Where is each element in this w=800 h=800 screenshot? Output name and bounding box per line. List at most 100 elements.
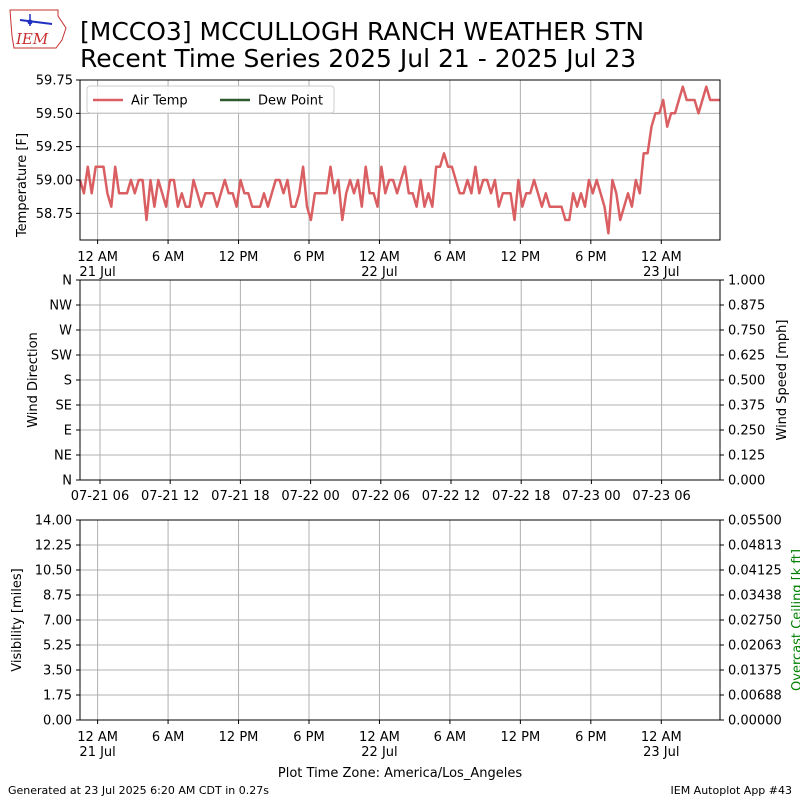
chart-title-line1: [MCCO3] MCCULLOGH RANCH WEATHER STN	[80, 17, 644, 46]
wind-speed-tick-label: 0.875	[728, 299, 765, 314]
timezone-label: Plot Time Zone: America/Los_Angeles	[278, 766, 522, 781]
temperature-x-tick-label: 12 AM	[77, 250, 118, 265]
wind-speed-y-label: Wind Speed [mph]	[775, 320, 790, 441]
app-credit: IEM Autoplot App #43	[671, 784, 793, 797]
legend-dew-point-label: Dew Point	[258, 94, 323, 109]
temperature-x-tick-label: 12 PM	[219, 250, 259, 265]
temperature-y-label: Temperature [F]	[15, 133, 30, 238]
visibility-x-tick-date: 22 Jul	[361, 745, 397, 760]
temperature-x-tick-label: 12 AM	[641, 250, 682, 265]
wind-direction-tick-label: NE	[54, 449, 72, 464]
wind-direction-tick-label: SE	[56, 399, 72, 414]
wind-speed-ticks: 0.000 0.125 0.250 0.375 0.500 0.625 0.750 0.875…	[720, 274, 765, 489]
wind-direction-tick-label: N	[62, 274, 72, 289]
wind-direction-tick-label: S	[64, 374, 72, 389]
visibility-tick-label: 10.50	[35, 564, 72, 579]
wind-speed-tick-label: 0.250	[728, 424, 765, 439]
visibility-x-tick-label: 12 PM	[219, 730, 259, 745]
temperature-x-tick-label: 6 PM	[575, 250, 606, 265]
legend-air-temp-label: Air Temp	[131, 94, 188, 109]
visibility-tick-label: 14.00	[35, 514, 72, 529]
temperature-y-tick-label: 59.25	[36, 140, 73, 155]
temperature-y-tick-label: 59.00	[36, 174, 73, 189]
temperature-x-tick-date: 22 Jul	[361, 265, 397, 280]
temperature-x-tick-label: 12 PM	[500, 250, 540, 265]
wind-speed-tick-label: 0.375	[728, 399, 765, 414]
wind-speed-tick-label: 1.000	[728, 274, 765, 289]
visibility-x-tick-label: 12 AM	[77, 730, 118, 745]
visibility-tick-label: 8.75	[43, 589, 72, 604]
wind-x-tick-label: 07-22 06	[352, 489, 410, 504]
air-temp-line	[78, 85, 720, 235]
wind-speed-tick-label: 0.625	[728, 349, 765, 364]
temperature-legend: Air Temp Dew Point	[86, 85, 335, 114]
wind-direction-tick-label: E	[64, 424, 72, 439]
visibility-tick-label: 3.50	[43, 664, 72, 679]
ceiling-y-label: Overcast Ceiling [k ft]	[790, 549, 800, 691]
ceiling-tick-label: 0.00000	[728, 714, 782, 729]
ceiling-tick-label: 0.05500	[728, 514, 782, 529]
wind-x-tick-label: 07-23 00	[562, 489, 620, 504]
visibility-grid	[80, 519, 720, 721]
visibility-x-tick-label: 6 AM	[434, 730, 467, 745]
ceiling-tick-label: 0.00688	[728, 689, 782, 704]
wind-direction-tick-label: NW	[49, 299, 72, 314]
wind-direction-tick-label: N	[62, 474, 72, 489]
temperature-y-ticks: 58.75 59.00 59.25 59.50 59.75	[36, 74, 80, 222]
ceiling-tick-label: 0.03438	[728, 589, 782, 604]
ceiling-tick-label: 0.04813	[728, 539, 782, 554]
ceiling-tick-label: 0.04125	[728, 564, 782, 579]
wind-direction-ticks: N NE E SE S SW W NW N	[49, 274, 80, 489]
iem-logo: IEM	[9, 9, 67, 49]
wind-speed-tick-label: 0.000	[728, 474, 765, 489]
ceiling-tick-label: 0.02750	[728, 614, 782, 629]
temperature-y-tick-label: 58.75	[36, 207, 73, 222]
visibility-x-tick-date: 23 Jul	[643, 745, 679, 760]
temperature-y-tick-label: 59.75	[36, 74, 73, 89]
visibility-panel: 0.001.753.505.257.008.7510.5012.2514.00 …	[10, 514, 800, 761]
wind-x-tick-label: 07-22 18	[492, 489, 550, 504]
generated-note: Generated at 23 Jul 2025 6:20 AM CDT in …	[8, 784, 269, 797]
wind-x-tick-label: 07-21 12	[141, 489, 199, 504]
ceiling-tick-label: 0.01375	[728, 664, 782, 679]
iem-logo-text: IEM	[15, 30, 49, 48]
visibility-x-tick-label: 6 AM	[152, 730, 185, 745]
wind-speed-tick-label: 0.500	[728, 374, 765, 389]
visibility-x-tick-date: 21 Jul	[79, 745, 115, 760]
visibility-x-tick-label: 6 PM	[575, 730, 606, 745]
wind-grid	[80, 279, 720, 481]
wind-speed-tick-label: 0.125	[728, 449, 765, 464]
ceiling-tick-label: 0.02063	[728, 639, 782, 654]
temperature-x-tick-label: 12 AM	[359, 250, 400, 265]
visibility-tick-label: 1.75	[43, 689, 72, 704]
temperature-y-tick-label: 59.50	[36, 107, 73, 122]
wind-x-tick-label: 07-22 00	[281, 489, 339, 504]
wind-direction-y-label: Wind Direction	[26, 332, 41, 428]
chart-title-line2: Recent Time Series 2025 Jul 21 - 2025 Ju…	[80, 44, 636, 73]
wind-direction-tick-label: SW	[51, 349, 72, 364]
wind-speed-tick-label: 0.750	[728, 324, 765, 339]
visibility-tick-label: 5.25	[43, 639, 72, 654]
temperature-x-tick-date: 23 Jul	[643, 265, 679, 280]
visibility-x-tick-label: 12 AM	[641, 730, 682, 745]
temperature-x-tick-label: 6 AM	[434, 250, 467, 265]
temperature-axes-frame	[79, 79, 721, 241]
wind-x-ticks: 07-21 06 07-21 12 07-21 18 07-22 00 07-22 06…	[71, 480, 691, 504]
visibility-y-label: Visibility [miles]	[10, 568, 25, 671]
temperature-x-tick-label: 6 PM	[293, 250, 324, 265]
visibility-tick-label: 0.00	[43, 714, 72, 729]
wind-x-tick-label: 07-22 12	[422, 489, 480, 504]
temperature-series	[78, 85, 720, 235]
ceiling-ticks: 0.00000 0.00688 0.01375 0.02063 0.02750 0.034…	[720, 514, 782, 729]
wind-x-tick-label: 07-21 06	[71, 489, 129, 504]
visibility-x-tick-label: 6 PM	[293, 730, 324, 745]
wind-direction-tick-label: W	[59, 324, 72, 339]
visibility-x-tick-label: 12 PM	[500, 730, 540, 745]
visibility-x-tick-label: 12 AM	[359, 730, 400, 745]
wind-x-tick-label: 07-21 18	[211, 489, 269, 504]
